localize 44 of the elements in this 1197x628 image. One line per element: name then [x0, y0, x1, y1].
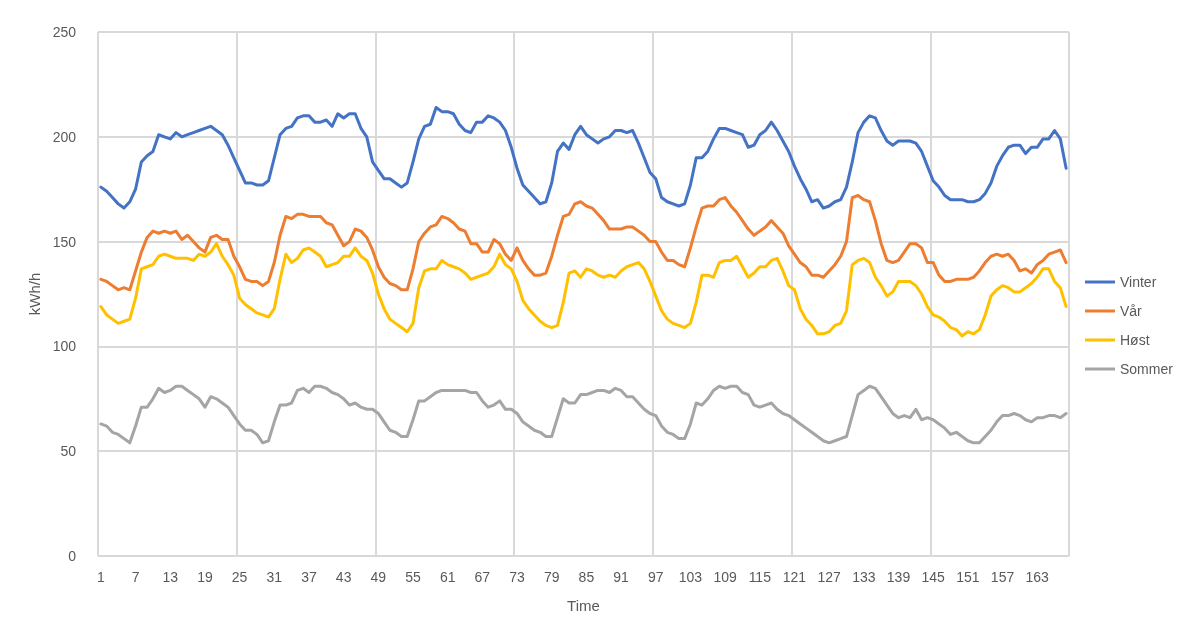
x-tick-label: 145	[921, 569, 946, 585]
line-series	[99, 242, 1068, 338]
x-axis-title: Time	[567, 597, 600, 614]
x-tick-label: 13	[162, 569, 179, 585]
x-tick-label: 121	[782, 569, 807, 585]
x-tick-label: 115	[748, 569, 772, 585]
x-tick-label: 43	[335, 569, 352, 585]
x-tick-label: 61	[439, 569, 456, 585]
x-tick-label: 109	[713, 569, 737, 585]
legend-label: Vår	[1120, 303, 1143, 319]
x-tick-label: 103	[678, 569, 703, 585]
x-tick-label: 163	[1025, 569, 1050, 585]
x-tick-label: 97	[647, 569, 664, 585]
line-series	[99, 384, 1068, 445]
x-tick-label: 37	[301, 569, 317, 585]
legend-label: Vinter	[1120, 274, 1157, 290]
x-tick-label: 133	[852, 569, 876, 585]
y-tick-label: 250	[52, 24, 77, 40]
x-tick-label: 157	[990, 569, 1015, 585]
y-tick-label: 0	[68, 548, 77, 564]
x-tick-label: 19	[197, 569, 213, 585]
x-tick-label: 67	[474, 569, 491, 585]
x-tick-label: 139	[886, 569, 911, 585]
y-axis-title: kWh/h	[25, 272, 43, 316]
legend-label: Høst	[1120, 332, 1150, 348]
y-tick-label: 150	[52, 233, 77, 250]
legend-label: Sommer	[1120, 361, 1174, 377]
x-tick-label: 91	[613, 569, 630, 585]
x-tick-label: 25	[231, 569, 248, 585]
x-tick-label: 55	[405, 569, 421, 585]
x-tick-label: 127	[817, 569, 842, 585]
y-tick-label: 50	[60, 443, 77, 460]
x-tick-label: 31	[266, 569, 283, 585]
x-tick-label: 7	[131, 569, 140, 585]
line-series	[99, 193, 1068, 292]
y-tick-label: 200	[52, 128, 77, 145]
x-tick-label: 49	[370, 569, 387, 585]
x-tick-label: 1	[96, 569, 105, 585]
x-tick-label: 73	[509, 569, 526, 585]
x-tick-label: 79	[543, 569, 560, 585]
x-tick-label: 151	[956, 569, 980, 585]
y-tick-label: 100	[52, 338, 77, 355]
x-tick-label: 85	[578, 569, 595, 585]
line-series	[99, 105, 1068, 210]
